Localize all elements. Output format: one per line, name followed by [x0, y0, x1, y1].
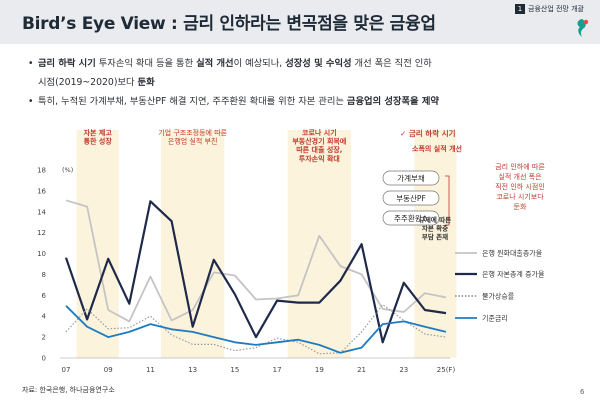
bullet-1-line-1: 금리 하락 시기 투자손익 확대 등을 통한 실적 개선이 예상되나, 성장성 …	[38, 58, 432, 69]
legend-label-1: 은행 원화대출총가율	[482, 249, 543, 258]
bullet-1-line-2-run: 시점(2019~2020)보다	[38, 77, 138, 88]
highlight-label-3: 코로나 시기	[302, 128, 337, 137]
legend-label-4: 기준금리	[482, 314, 508, 323]
source-note: 자료: 한국은행, 하나금융연구소	[22, 386, 115, 394]
regulation-note-line: 부담 존재	[422, 232, 448, 241]
x-tick-label: 17	[273, 366, 282, 374]
pill-label-1: 가계부채	[397, 173, 425, 183]
side-note-line: 금리 인하에 따른	[495, 162, 545, 171]
bullet-1: 금리 하락 시기 투자손익 확대 등을 통한 실적 개선이 예상되나, 성장성 …	[28, 54, 588, 92]
rate-cut-title: ✓ 금리 하락 시기	[400, 128, 456, 138]
rate-cut-subtitle: 소폭의 실적 개선	[412, 144, 462, 153]
page-title: Bird’s Eye View : 금리 인하라는 변곡점을 맞은 금융업	[22, 14, 436, 34]
regulation-note-line: 규제에 따른	[419, 215, 451, 224]
side-note-line: 실적 개선 폭은	[498, 172, 542, 181]
bullet-1-line-2: 시점(2019~2020)보다 둔화	[38, 77, 155, 88]
legend-label-3: 물가상승률	[482, 292, 515, 301]
series-line-4	[65, 305, 447, 354]
highlight-label-1: 자본 제고	[84, 128, 113, 137]
y-tick-label: 18	[37, 167, 46, 175]
section-number: 1	[515, 4, 525, 14]
pill-3	[382, 210, 440, 226]
x-tick-label: 21	[357, 366, 366, 374]
pill-label-3: 주주환원↑	[394, 213, 428, 223]
x-tick-label: 23	[399, 366, 408, 374]
bullet-1-line-1-run: 금리 하락 시기	[38, 58, 96, 69]
bullet-1-line-1-run: 이 예상되나,	[233, 58, 286, 69]
y-tick-label: 10	[37, 250, 46, 258]
y-tick-label: 16	[37, 187, 46, 195]
pill-label-2: 부동산PF	[396, 193, 426, 203]
y-unit-label: (%)	[62, 166, 73, 174]
series-line-1	[65, 199, 447, 323]
bullet-2-line-1-run: 특히, 누적된 가계부채, 부동산PF 해결 지연, 주주환원 확대를 위한 자…	[38, 96, 347, 107]
pill-bracket	[445, 175, 450, 226]
x-tick-label: 11	[146, 366, 155, 374]
x-tick-label: 07	[62, 366, 71, 374]
side-note-line: 둔화	[514, 203, 527, 211]
pill-1	[382, 170, 440, 186]
y-tick-label: 12	[37, 229, 46, 237]
summary-bullets: 금리 하락 시기 투자손익 확대 등을 통한 실적 개선이 예상되나, 성장성 …	[28, 54, 588, 111]
x-tick-label: 25(F)	[437, 366, 456, 374]
bullet-2-line-1: 특히, 누적된 가계부채, 부동산PF 해결 지연, 주주환원 확대를 위한 자…	[38, 96, 439, 107]
series-line-2	[64, 200, 447, 344]
series-line-3	[65, 304, 447, 355]
bullet-1-line-2-run: 둔화	[137, 77, 155, 88]
highlight-label-1: 통한 성장	[84, 137, 113, 146]
y-tick-label: 8	[42, 271, 46, 279]
highlight-label-2: 은행업 실적 부진	[168, 137, 218, 146]
pill-2	[382, 190, 440, 206]
bullet-2: 특히, 누적된 가계부채, 부동산PF 해결 지연, 주주환원 확대를 위한 자…	[28, 92, 588, 111]
highlight-label-3: 투자손익 확대	[299, 154, 340, 163]
section-label: 금융산업 전망 개괄	[528, 5, 584, 13]
highlight-band-3	[287, 130, 351, 358]
hana-logo-icon	[577, 19, 589, 37]
page-number: 6	[580, 388, 585, 396]
highlight-band-4	[414, 130, 457, 358]
bullet-1-line-1-run: 실적 개선	[196, 58, 234, 69]
x-tick-label: 13	[188, 366, 197, 374]
side-note-line: 직전 인하 시점인	[495, 182, 545, 191]
bullet-1-line-1-run: 투자손익 확대 등을 통한	[95, 58, 197, 69]
x-tick-label: 09	[104, 366, 113, 374]
regulation-note-line: 자본 확충	[422, 223, 448, 232]
section-tag: 1 금융산업 전망 개괄	[515, 4, 584, 14]
highlight-label-3: 부동산경기 회복에	[292, 137, 346, 146]
highlight-label-3: 따른 대출 성장,	[296, 145, 342, 154]
highlight-label-2: 기업 구조조정등에 따른	[158, 128, 227, 137]
y-tick-label: 4	[42, 313, 47, 321]
header-bar	[0, 0, 600, 44]
highlight-band-1	[76, 130, 119, 358]
side-note-line: 코로나 시기보다	[496, 192, 544, 201]
bullet-1-line-1-run: 성장성 및 수익성	[285, 58, 352, 69]
y-tick-label: 0	[42, 355, 46, 363]
bullet-2-line-1-run: 금융업의 성장폭을 제약	[346, 96, 439, 107]
legend-label-2: 은행 자본총계 증가율	[482, 270, 545, 279]
y-tick-label: 14	[37, 208, 46, 216]
y-tick-label: 6	[42, 292, 47, 300]
bullet-1-line-1-run: 개선 폭은 직전 인하	[351, 58, 432, 69]
y-tick-label: 2	[42, 334, 46, 342]
x-tick-label: 19	[315, 366, 324, 374]
x-tick-label: 15	[230, 366, 239, 374]
